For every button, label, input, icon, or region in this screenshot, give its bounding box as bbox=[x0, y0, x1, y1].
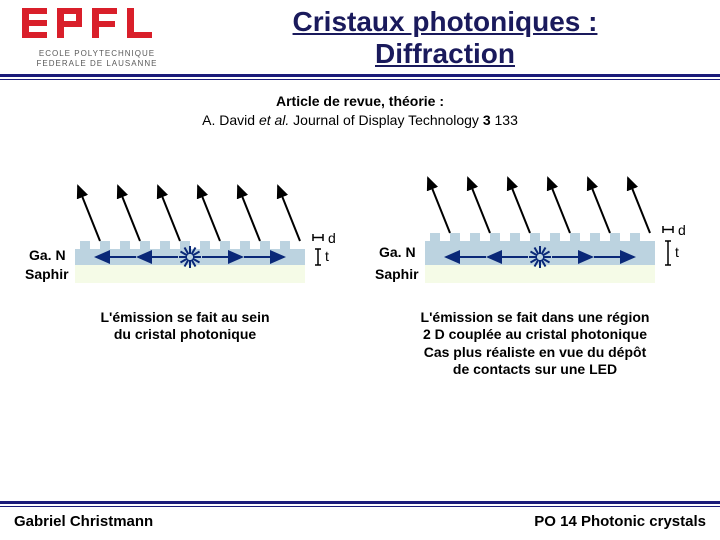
diagram-right: d t Ga. N Saphir bbox=[375, 159, 695, 299]
d-label-right: d bbox=[678, 222, 686, 238]
diagram-left: d t Ga. N Saphir bbox=[25, 159, 345, 299]
logo-subline: ECOLE POLYTECHNIQUEFEDERALE DE LAUSANNE bbox=[12, 49, 182, 68]
figure-right: d t Ga. N Saphir L'émission se fait dans… bbox=[365, 159, 705, 379]
gan-label-right: Ga. N bbox=[379, 244, 416, 260]
figure-left: d t Ga. N Saphir L'émission se fait au s… bbox=[15, 159, 355, 379]
footer-left: Gabriel Christmann bbox=[14, 513, 153, 530]
gan-label-left: Ga. N bbox=[29, 247, 66, 263]
caption-left: L'émission se fait au seindu cristal pho… bbox=[15, 309, 355, 344]
title-block: Cristaux photoniques :Diffraction bbox=[182, 6, 708, 70]
footer: Gabriel Christmann PO 14 Photonic crysta… bbox=[0, 501, 720, 540]
article-author: A. David bbox=[202, 112, 259, 128]
header: ECOLE POLYTECHNIQUEFEDERALE DE LAUSANNE … bbox=[0, 0, 720, 72]
saphir-label-right: Saphir bbox=[375, 266, 419, 282]
article-line1: Article de revue, théorie : bbox=[276, 93, 444, 109]
article-ref: Article de revue, théorie : A. David et … bbox=[0, 92, 720, 128]
top-rule bbox=[0, 74, 720, 80]
saphir-label-left: Saphir bbox=[25, 266, 69, 282]
footer-right: PO 14 Photonic crystals bbox=[534, 513, 706, 530]
t-label-left: t bbox=[325, 248, 329, 264]
epfl-logo bbox=[22, 8, 172, 38]
article-etal: et al. bbox=[259, 112, 289, 128]
article-journal: Journal of Display Technology bbox=[289, 112, 483, 128]
logo-block: ECOLE POLYTECHNIQUEFEDERALE DE LAUSANNE bbox=[12, 8, 182, 68]
t-label-right: t bbox=[675, 244, 679, 260]
figures: d t Ga. N Saphir L'émission se fait au s… bbox=[0, 129, 720, 389]
d-label-left: d bbox=[328, 230, 336, 246]
caption-right: L'émission se fait dans une région2 D co… bbox=[365, 309, 705, 379]
page-title: Cristaux photoniques :Diffraction bbox=[182, 6, 708, 70]
article-page: 133 bbox=[491, 112, 518, 128]
article-volume: 3 bbox=[483, 112, 491, 128]
